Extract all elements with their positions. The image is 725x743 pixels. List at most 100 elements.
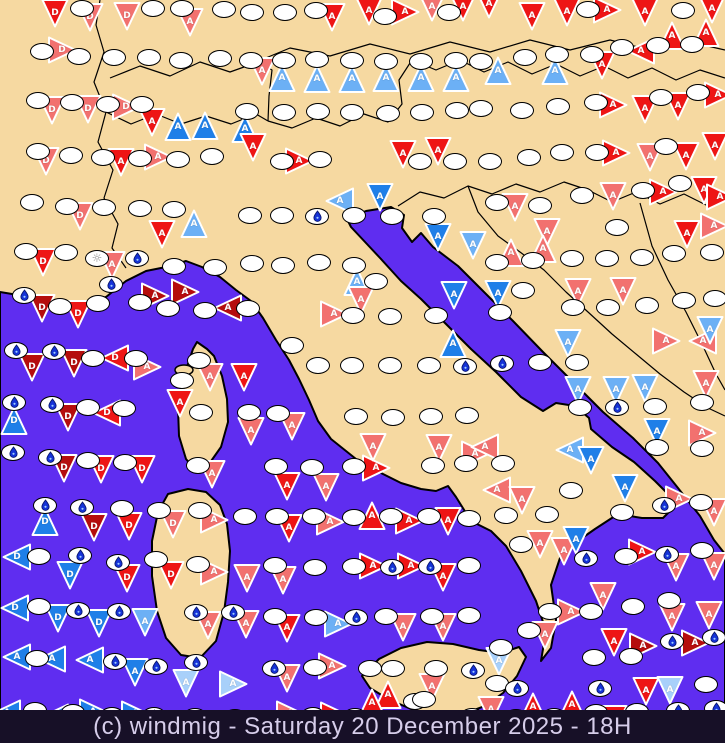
rain-ellipse	[103, 652, 127, 670]
calm-ellipse	[300, 458, 324, 476]
calm-ellipse	[488, 303, 512, 321]
calm-ellipse	[635, 296, 659, 314]
rain-ellipse	[70, 498, 94, 516]
wind-arrow: A	[628, 371, 662, 405]
wind-triangle-icon	[312, 473, 340, 502]
wind-arrow: A	[118, 655, 152, 689]
wind-arrow: A	[530, 215, 564, 249]
wind-letter: A	[369, 561, 377, 571]
calm-ellipse	[517, 621, 541, 639]
calm-ellipse	[238, 206, 262, 224]
calm-ellipse	[538, 602, 562, 620]
wind-letter: A	[587, 455, 595, 465]
wind-letter: A	[372, 463, 380, 473]
wind-arrow: A	[300, 62, 334, 96]
calm-ellipse	[671, 1, 695, 19]
wind-arrow: A	[695, 0, 725, 26]
wind-triangle-icon	[166, 389, 194, 418]
rain-ellipse	[655, 545, 679, 563]
wind-triangle-icon	[643, 418, 671, 447]
calm-ellipse	[437, 3, 461, 21]
wind-triangle-icon	[239, 133, 267, 162]
wind-arrow: D	[156, 507, 190, 541]
wind-letter: A	[702, 28, 710, 38]
calm-ellipse	[657, 591, 681, 609]
calm-ellipse	[55, 197, 79, 215]
calm-ellipse	[517, 148, 541, 166]
rain-ellipse	[99, 275, 123, 293]
wind-arrow: A	[369, 61, 403, 95]
rain-ellipse	[4, 341, 28, 359]
wind-arrow: A	[386, 137, 420, 171]
calm-ellipse	[649, 88, 673, 106]
wind-triangle-icon	[518, 2, 546, 31]
wind-letter: A	[459, 2, 467, 12]
calm-ellipse	[417, 507, 441, 525]
wind-arrow: A	[505, 483, 539, 517]
wind-arrow: A	[421, 220, 455, 254]
calm-ellipse	[489, 638, 513, 656]
wind-letter: A	[330, 309, 338, 319]
wind-letter: A	[716, 192, 724, 202]
wind-triangle-icon	[60, 349, 88, 378]
calm-ellipse	[379, 507, 403, 525]
wind-arrow: A	[35, 642, 69, 676]
calm-ellipse	[584, 93, 608, 111]
wind-arrow: D	[28, 505, 62, 539]
wind-arrow: D	[38, 0, 72, 30]
wind-letter: D	[39, 257, 47, 267]
wind-arrow: A	[559, 523, 593, 557]
rain-drop-icon	[49, 345, 59, 357]
calm-ellipse	[546, 97, 570, 115]
wind-arrow: A	[188, 109, 222, 143]
calm-ellipse	[645, 438, 669, 456]
calm-ellipse	[25, 649, 49, 667]
wind-letter: A	[619, 286, 627, 296]
calm-ellipse	[535, 505, 559, 523]
calm-ellipse	[494, 506, 518, 524]
calm-ellipse	[509, 535, 533, 553]
calm-ellipse	[264, 457, 288, 475]
calm-ellipse	[304, 1, 328, 19]
rain-drop-icon	[228, 606, 238, 618]
wind-triangle-icon	[366, 183, 394, 212]
calm-ellipse	[680, 35, 704, 53]
rain-ellipse	[184, 653, 208, 671]
wind-arrow: A	[628, 0, 662, 29]
wind-triangle-icon	[611, 474, 639, 503]
calm-ellipse	[410, 103, 434, 121]
wind-letter: A	[279, 575, 287, 585]
calm-ellipse	[344, 407, 368, 425]
wind-letter: A	[682, 151, 690, 161]
calm-ellipse	[235, 102, 259, 120]
rain-drop-icon	[512, 682, 522, 694]
wind-letter: A	[541, 630, 549, 640]
calm-ellipse	[189, 403, 213, 421]
calm-ellipse	[14, 242, 38, 260]
calm-ellipse	[703, 289, 725, 307]
wind-letter: A	[405, 516, 413, 526]
wind-triangle-icon	[347, 286, 375, 315]
wind-triangle-icon	[609, 277, 637, 306]
rain-ellipse	[12, 286, 36, 304]
calm-ellipse	[690, 393, 714, 411]
wind-triangle-icon	[434, 507, 462, 536]
wind-letter: A	[469, 240, 477, 250]
wind-arrow: A	[653, 673, 687, 707]
calm-ellipse	[200, 147, 224, 165]
wind-triangle-icon	[589, 582, 617, 611]
wind-letter: A	[313, 74, 321, 84]
wind-letter: D	[103, 408, 111, 418]
calm-ellipse	[610, 503, 634, 521]
calm-ellipse	[236, 299, 260, 317]
calm-ellipse	[381, 659, 405, 677]
calm-ellipse	[124, 349, 148, 367]
rain-drop-icon	[468, 664, 478, 676]
wind-triangle-icon	[324, 610, 353, 638]
wind-letter: A	[698, 428, 706, 438]
calm-ellipse	[550, 143, 574, 161]
rain-drop-icon	[659, 499, 669, 511]
wind-triangle-icon	[696, 316, 724, 345]
calm-ellipse	[605, 218, 629, 236]
calm-ellipse	[376, 104, 400, 122]
